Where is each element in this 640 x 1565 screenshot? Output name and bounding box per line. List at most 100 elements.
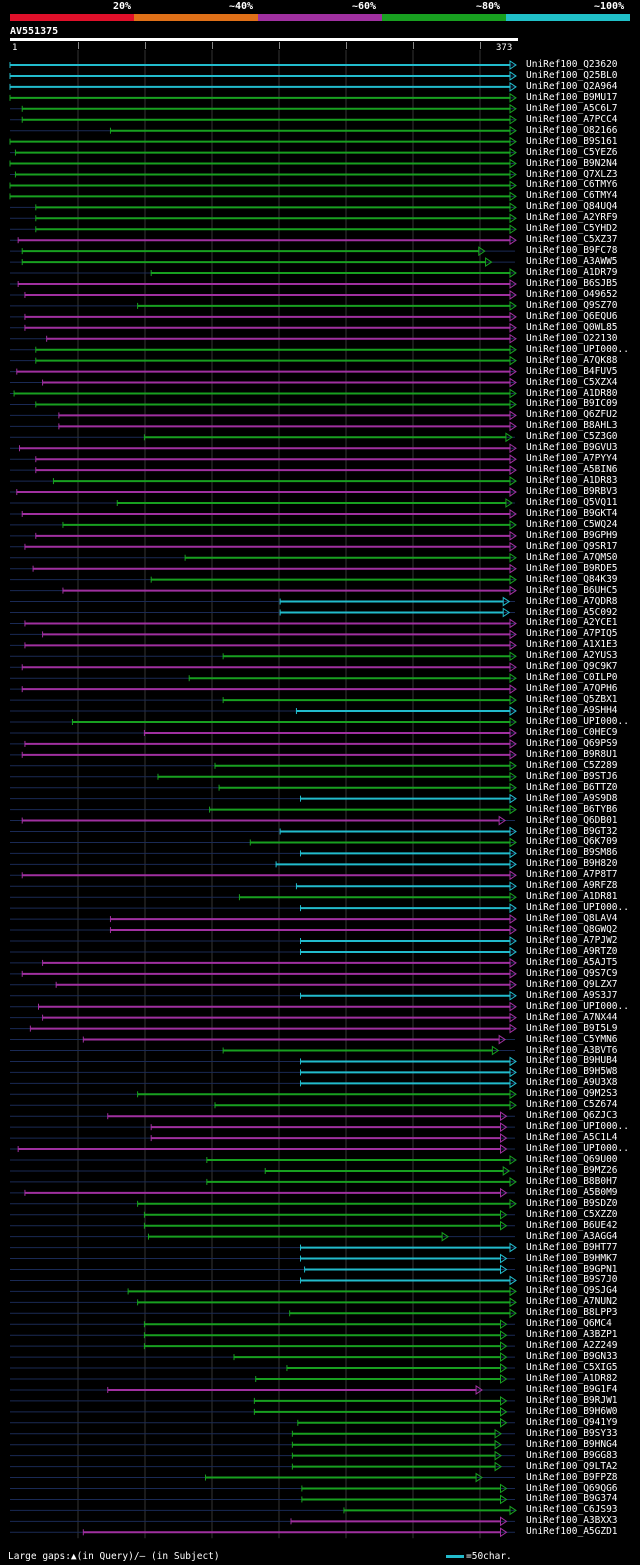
hit-name-link[interactable]: UniRef100_Q69QG6: [526, 1482, 618, 1494]
hit-name-link[interactable]: UniRef100_B9I5L9: [526, 1022, 618, 1034]
hit-name-link[interactable]: UniRef100_O22130: [526, 332, 618, 344]
hit-name-link[interactable]: UniRef100_Q6MC4: [526, 1318, 612, 1330]
hit-name-link[interactable]: UniRef100_Q25BL0: [526, 69, 618, 81]
hit-name-link[interactable]: UniRef100_B9RJW1: [526, 1394, 618, 1406]
hit-name-link[interactable]: UniRef100_Q9SZ70: [526, 299, 618, 311]
hit-name-link[interactable]: UniRef100_C6TMY4: [526, 190, 618, 202]
hit-name-link[interactable]: UniRef100_B9RDE5: [526, 562, 618, 574]
hit-name-link[interactable]: UniRef100_UPI000..: [526, 1143, 629, 1155]
hit-name-link[interactable]: UniRef100_B9GN33: [526, 1351, 618, 1363]
hit-name-link[interactable]: UniRef100_C5XZX4: [526, 376, 618, 388]
hit-name-link[interactable]: UniRef100_B9FC78: [526, 245, 618, 257]
hit-name-link[interactable]: UniRef100_Q6ZJC3: [526, 1110, 618, 1122]
hit-name-link[interactable]: UniRef100_Q84UQ4: [526, 201, 618, 213]
hit-name-link[interactable]: UniRef100_B6UHC5: [526, 584, 618, 596]
hit-name-link[interactable]: UniRef100_UPI000..: [526, 1000, 629, 1012]
hit-name-link[interactable]: UniRef100_B9GT32: [526, 825, 618, 837]
hit-name-link[interactable]: UniRef100_A5GZD1: [526, 1526, 618, 1538]
hit-name-link[interactable]: UniRef100_A2Z249: [526, 1340, 618, 1352]
hit-name-link[interactable]: UniRef100_A3AWW5: [526, 256, 618, 268]
hit-name-link[interactable]: UniRef100_C6TMY6: [526, 179, 618, 191]
hit-name-link[interactable]: UniRef100_A3BZP1: [526, 1329, 618, 1341]
hit-name-link[interactable]: UniRef100_B9H6W0: [526, 1405, 618, 1417]
hit-name-link[interactable]: UniRef100_B9GPH9: [526, 529, 618, 541]
hit-name-link[interactable]: UniRef100_A5C6L7: [526, 102, 618, 114]
hit-name-link[interactable]: UniRef100_A7QPH6: [526, 683, 618, 695]
hit-name-link[interactable]: UniRef100_B9HUB4: [526, 1055, 618, 1067]
hit-name-link[interactable]: UniRef100_A7NX44: [526, 1011, 618, 1023]
hit-name-link[interactable]: UniRef100_A7NUN2: [526, 1296, 618, 1308]
hit-name-link[interactable]: UniRef100_A1X1E3: [526, 639, 618, 651]
hit-name-link[interactable]: UniRef100_C5YHD2: [526, 223, 618, 235]
hit-name-link[interactable]: UniRef100_B9MU17: [526, 91, 618, 103]
hit-name-link[interactable]: UniRef100_A7QDR8: [526, 595, 618, 607]
hit-name-link[interactable]: UniRef100_B9GG83: [526, 1449, 618, 1461]
hit-name-link[interactable]: UniRef100_B9SM86: [526, 847, 618, 859]
hit-name-link[interactable]: UniRef100_A9S3J7: [526, 989, 618, 1001]
hit-name-link[interactable]: UniRef100_Q9C9K7: [526, 661, 618, 673]
hit-name-link[interactable]: UniRef100_B9G1F4: [526, 1383, 618, 1395]
hit-name-link[interactable]: UniRef100_A5AJT5: [526, 956, 618, 968]
hit-name-link[interactable]: UniRef100_A7PIQ5: [526, 628, 618, 640]
hit-name-link[interactable]: UniRef100_B9S7J0: [526, 1274, 618, 1286]
hit-name-link[interactable]: UniRef100_Q69U00: [526, 1154, 618, 1165]
hit-name-link[interactable]: UniRef100_C5YEZ6: [526, 146, 618, 158]
hit-name-link[interactable]: UniRef100_B9RBV3: [526, 486, 618, 498]
hit-name-link[interactable]: UniRef100_Q9S7C9: [526, 967, 618, 979]
hit-name-link[interactable]: UniRef100_A2YRF9: [526, 212, 618, 224]
hit-name-link[interactable]: UniRef100_B9GVU3: [526, 442, 618, 454]
hit-name-link[interactable]: UniRef100_Q6DB01: [526, 814, 618, 826]
hit-name-link[interactable]: UniRef100_UPI000..: [526, 716, 629, 727]
hit-name-link[interactable]: UniRef100_C5YMN6: [526, 1033, 618, 1045]
hit-name-link[interactable]: UniRef100_B9SY33: [526, 1427, 618, 1439]
hit-name-link[interactable]: UniRef100_C0ILP0: [526, 672, 618, 684]
hit-name-link[interactable]: UniRef100_B9N2N4: [526, 157, 618, 169]
hit-name-link[interactable]: UniRef100_Q9SR17: [526, 540, 618, 552]
hit-name-link[interactable]: UniRef100_B9GPN1: [526, 1263, 618, 1275]
hit-name-link[interactable]: UniRef100_B8B0H7: [526, 1175, 618, 1187]
hit-name-link[interactable]: UniRef100_C5Z674: [526, 1099, 618, 1111]
hit-name-link[interactable]: UniRef100_Q0WL85: [526, 321, 618, 333]
hit-name-link[interactable]: UniRef100_B8LPP3: [526, 1307, 618, 1319]
hit-name-link[interactable]: UniRef100_A7PYY4: [526, 453, 618, 465]
hit-name-link[interactable]: UniRef100_B9H820: [526, 858, 618, 870]
hit-name-link[interactable]: UniRef100_A1DR83: [526, 475, 618, 487]
hit-name-link[interactable]: UniRef100_A1DR79: [526, 267, 618, 279]
hit-name-link[interactable]: UniRef100_Q8GWQ2: [526, 924, 618, 936]
hit-name-link[interactable]: UniRef100_Q9LTA2: [526, 1460, 618, 1472]
hit-name-link[interactable]: UniRef100_B9R8U1: [526, 748, 618, 760]
hit-name-link[interactable]: UniRef100_Q6K709: [526, 836, 618, 848]
hit-name-link[interactable]: UniRef100_A3AGG4: [526, 1230, 618, 1242]
hit-name-link[interactable]: UniRef100_A7PJW2: [526, 935, 618, 946]
hit-name-link[interactable]: UniRef100_B9MZ26: [526, 1164, 618, 1176]
hit-name-link[interactable]: UniRef100_B6SJB5: [526, 278, 618, 289]
hit-name-link[interactable]: UniRef100_A5B0M9: [526, 1186, 618, 1198]
hit-name-link[interactable]: UniRef100_A5C1L4: [526, 1132, 618, 1144]
hit-name-link[interactable]: UniRef100_A2YCE1: [526, 617, 618, 629]
hit-name-link[interactable]: UniRef100_Q6EQU6: [526, 310, 618, 322]
hit-name-link[interactable]: UniRef100_C5XZ37: [526, 234, 618, 246]
hit-name-link[interactable]: UniRef100_UPI000..: [526, 343, 629, 355]
hit-name-link[interactable]: UniRef100_B9HT77: [526, 1241, 618, 1253]
hit-name-link[interactable]: UniRef100_B9S161: [526, 135, 618, 147]
hit-name-link[interactable]: UniRef100_Q5VQ11: [526, 497, 618, 508]
hit-name-link[interactable]: UniRef100_C6JS93: [526, 1504, 618, 1516]
hit-name-link[interactable]: UniRef100_A5C092: [526, 606, 618, 618]
hit-name-link[interactable]: UniRef100_A3BXX3: [526, 1515, 618, 1527]
hit-name-link[interactable]: UniRef100_B6UE42: [526, 1219, 618, 1231]
hit-name-link[interactable]: UniRef100_O49652: [526, 288, 618, 300]
hit-name-link[interactable]: UniRef100_Q7XLZ3: [526, 168, 618, 180]
hit-name-link[interactable]: UniRef100_B4FUV5: [526, 365, 618, 377]
hit-name-link[interactable]: UniRef100_B8AHL3: [526, 420, 618, 432]
hit-name-link[interactable]: UniRef100_A7P8T7: [526, 869, 618, 881]
hit-name-link[interactable]: UniRef100_A9RFZ8: [526, 880, 618, 892]
hit-name-link[interactable]: UniRef100_B9HNG4: [526, 1438, 618, 1450]
hit-name-link[interactable]: UniRef100_Q69PS9: [526, 737, 618, 749]
hit-name-link[interactable]: UniRef100_Q23620: [526, 59, 618, 70]
hit-name-link[interactable]: UniRef100_A1DR81: [526, 891, 618, 903]
hit-name-link[interactable]: UniRef100_A9S9D8: [526, 792, 618, 804]
hit-name-link[interactable]: UniRef100_Q6ZFU2: [526, 409, 618, 421]
hit-name-link[interactable]: UniRef100_Q5ZBX1: [526, 694, 618, 706]
hit-name-link[interactable]: UniRef100_B9HMK7: [526, 1252, 618, 1264]
hit-name-link[interactable]: UniRef100_C5WQ24: [526, 518, 618, 530]
